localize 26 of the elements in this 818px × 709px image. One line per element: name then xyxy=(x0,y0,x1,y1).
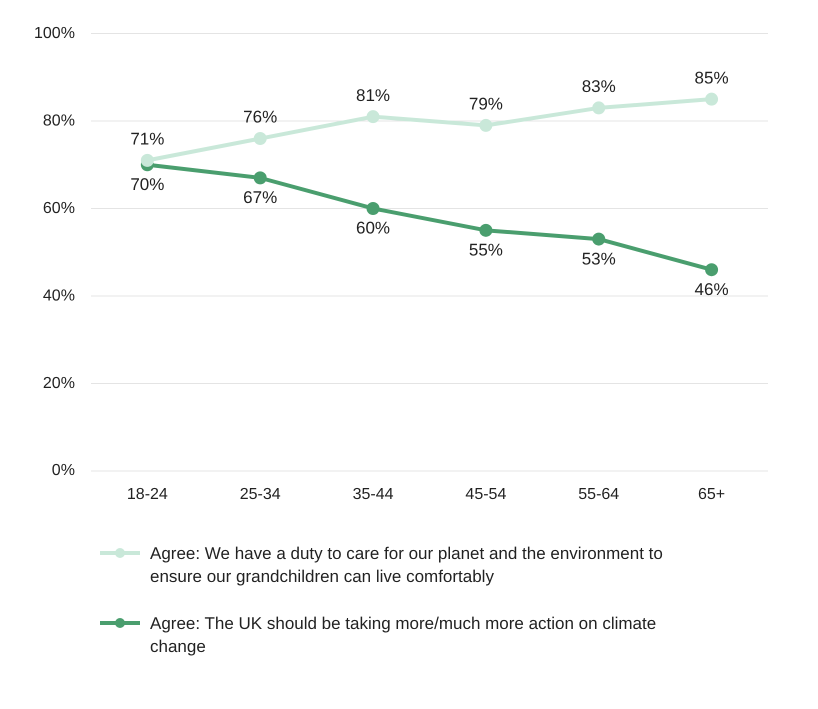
data-label: 53% xyxy=(582,249,616,268)
x-tick-label: 18-24 xyxy=(126,486,168,503)
data-label: 76% xyxy=(243,108,278,127)
legend-label: Agree: We have a duty to care for our planet and the environment to ensure our grandchildren can live comfortably xyxy=(150,543,664,588)
data-label: 71% xyxy=(130,130,164,149)
data-label: 85% xyxy=(694,68,729,88)
data-label: 79% xyxy=(468,94,503,114)
x-tick-label: 35-44 xyxy=(352,486,394,503)
data-label: 83% xyxy=(582,77,616,96)
x-tick-label: 45-54 xyxy=(465,486,506,503)
data-label: 55% xyxy=(468,240,503,260)
y-tick-label: 40% xyxy=(42,287,75,304)
y-tick-label: 100% xyxy=(34,25,75,42)
y-tick-label: 80% xyxy=(42,112,75,130)
data-label: 70% xyxy=(130,174,164,194)
y-tick-label: 20% xyxy=(42,374,75,392)
data-label: 60% xyxy=(356,218,390,238)
data-label: 67% xyxy=(243,188,278,208)
y-tick-label: 60% xyxy=(42,200,75,217)
x-tick-label: 65+ xyxy=(698,486,726,503)
legend-label: Agree: The UK should be taking more/much more action on climate change xyxy=(150,613,658,658)
data-label: 81% xyxy=(356,86,390,105)
y-tick-label: 0% xyxy=(52,462,75,480)
x-tick-label: 25-34 xyxy=(240,486,281,503)
data-label: 46% xyxy=(694,280,729,299)
x-tick-label: 55-64 xyxy=(578,486,620,503)
